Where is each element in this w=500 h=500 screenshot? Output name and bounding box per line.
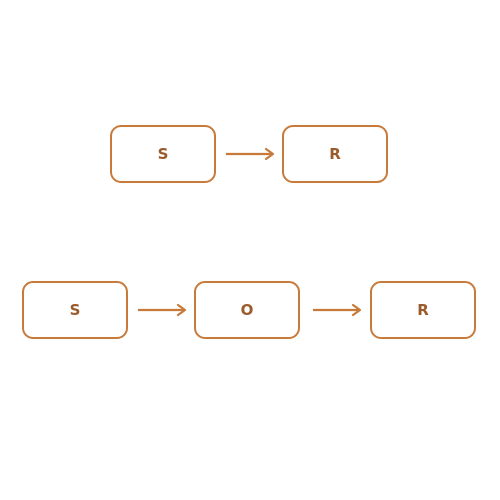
node-r-row2-label: R <box>417 301 429 319</box>
arrow-s-to-r-row1 <box>226 147 275 161</box>
node-r-row1: R <box>282 125 388 183</box>
node-o-row2-label: O <box>240 301 254 319</box>
arrow-o-to-r-row2 <box>313 303 362 317</box>
node-s-row2: S <box>22 281 128 339</box>
node-r-row2: R <box>370 281 476 339</box>
node-r-row1-label: R <box>329 145 341 163</box>
node-s-row2-label: S <box>69 301 81 319</box>
node-s-row1-label: S <box>157 145 169 163</box>
node-o-row2: O <box>194 281 300 339</box>
node-s-row1: S <box>110 125 216 183</box>
arrow-s-to-o-row2 <box>138 303 187 317</box>
